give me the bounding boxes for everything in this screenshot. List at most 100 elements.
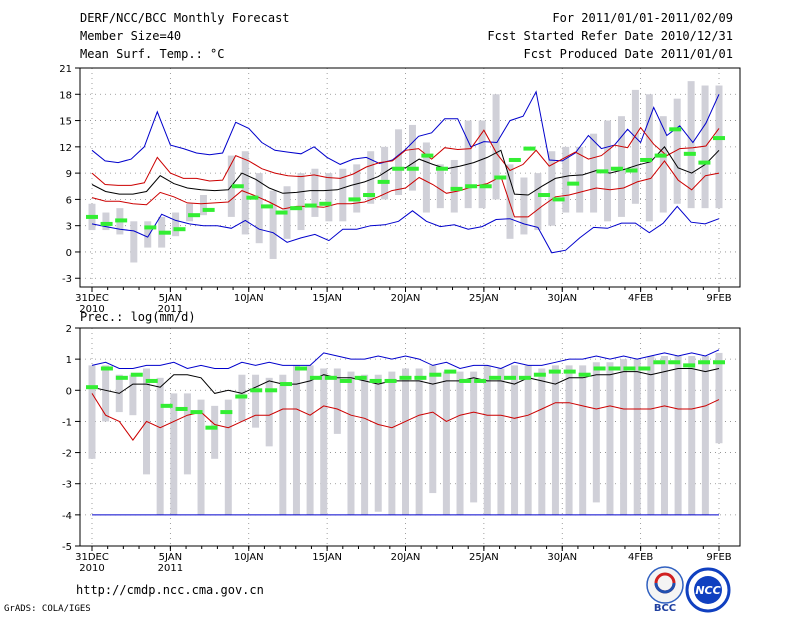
p1-median-mark xyxy=(518,375,531,380)
p0-tick-label-x: 5JAN xyxy=(159,293,182,304)
p1-tick-label-x: 5JAN xyxy=(159,552,182,563)
refer-date: Fcst Started Refer Date 2010/12/31 xyxy=(487,29,733,43)
p0-median-mark xyxy=(538,193,551,198)
p1-median-mark xyxy=(713,360,725,365)
p1-median-mark xyxy=(563,369,576,374)
p1-ensemble-box xyxy=(415,368,423,515)
p1-ensemble-box xyxy=(156,377,164,515)
p0-median-mark xyxy=(406,166,419,171)
p0-median-mark xyxy=(392,166,405,171)
p0-tick-label-y: 21 xyxy=(59,64,72,75)
p0-tick-label-y: 0 xyxy=(66,248,72,259)
p1-median-mark xyxy=(220,410,233,415)
p0-tick-label-y: 9 xyxy=(66,169,72,180)
p0-tick-label-y: 15 xyxy=(59,117,72,128)
p0-tick-label-y: 6 xyxy=(66,195,72,206)
p1-tick-label-y: 1 xyxy=(66,355,72,366)
grads-credit: GrADS: COLA/IGES xyxy=(4,604,91,614)
p0-median-mark xyxy=(304,203,317,208)
p1-median-mark xyxy=(160,403,173,408)
p1-median-mark xyxy=(295,366,307,371)
p0-median-mark xyxy=(246,195,259,200)
p1-plot-frame xyxy=(79,327,741,547)
p0-median-mark xyxy=(348,197,361,202)
chart-title: DERF/NCC/BCC Monthly Forecast xyxy=(80,11,290,25)
p1-median-mark xyxy=(489,375,502,380)
p1-tick-sublabel-x: 2010 xyxy=(79,563,104,574)
p1-median-mark xyxy=(86,385,98,390)
p0-ensemble-box xyxy=(436,164,444,209)
p0-tick-sublabel-x: 2010 xyxy=(79,304,104,315)
p0-median-mark xyxy=(115,218,128,223)
p1-median-mark xyxy=(683,363,696,368)
p0-median-mark xyxy=(625,168,638,173)
p1-ensemble-box xyxy=(102,365,110,422)
p1-ensemble-box xyxy=(660,356,668,515)
p0-ensemble-box xyxy=(659,116,667,213)
p0-median-mark xyxy=(363,193,376,198)
p0-ensemble-box xyxy=(269,190,277,259)
p0-median-mark xyxy=(654,153,667,158)
p1-ensemble-box xyxy=(456,371,464,515)
p0-median-mark xyxy=(552,197,565,202)
p1-ensemble-box xyxy=(633,359,641,515)
p0-ensemble-box xyxy=(311,168,319,217)
p0-median-mark xyxy=(377,179,390,184)
website-link[interactable]: http://cmdp.ncc.cma.gov.cn xyxy=(76,583,264,597)
p0-ensemble-box xyxy=(102,212,110,231)
p1-median-mark xyxy=(175,406,188,411)
p1-median-mark xyxy=(205,425,218,430)
p0-median-mark xyxy=(683,151,696,156)
p1-ensemble-box xyxy=(388,371,396,515)
p0-series-std-upper xyxy=(91,126,720,186)
p1-median-mark xyxy=(399,375,412,380)
p1-ensemble-box xyxy=(579,365,587,515)
p1-tick-label-y: 0 xyxy=(66,386,72,397)
p0-median-mark xyxy=(202,207,215,212)
p0-series-mean xyxy=(91,145,720,196)
p1-ensemble-box xyxy=(402,368,409,515)
p0-series-std-lower xyxy=(91,160,720,218)
p0-ensemble-box xyxy=(617,116,625,217)
p1-median-mark xyxy=(130,372,143,377)
p0-ensemble-box xyxy=(715,85,723,209)
p1-median-mark xyxy=(324,375,337,380)
p1-ensemble-box xyxy=(279,374,287,515)
p0-ensemble-box xyxy=(576,146,584,213)
p0-ensemble-box xyxy=(422,142,430,213)
p0-ensemble-box xyxy=(339,168,347,222)
p1-ensemble-box xyxy=(211,405,219,459)
p0-median-mark xyxy=(319,201,332,206)
p1-median-mark xyxy=(339,378,352,383)
p1-median-mark xyxy=(608,366,621,371)
p0-tick-label-y: 3 xyxy=(66,222,72,233)
p1-ensemble-box xyxy=(429,365,437,494)
p1-ensemble-box xyxy=(688,356,696,515)
p0-ensemble-box xyxy=(255,173,263,244)
p1-ensemble-box xyxy=(224,399,232,515)
p1-median-mark xyxy=(653,360,666,365)
p0-median-mark xyxy=(86,214,98,219)
p1-tick-label-x: 9FEB xyxy=(706,552,731,563)
p1-median-mark xyxy=(698,360,711,365)
p0-median-mark xyxy=(640,157,653,162)
p1-ensemble-box xyxy=(565,365,573,515)
p1-median-mark xyxy=(668,360,681,365)
p0-tick-label-x: 20JAN xyxy=(391,293,421,304)
p0-ensemble-box xyxy=(297,173,305,231)
p1-median-mark xyxy=(100,366,113,371)
p0-median-mark xyxy=(465,184,478,189)
p0-median-mark xyxy=(567,181,580,186)
p0-median-mark xyxy=(698,160,711,165)
p0-ensemble-box xyxy=(548,151,556,226)
p1-median-mark xyxy=(354,375,367,380)
p1-ensemble-box xyxy=(497,368,505,515)
p1-tick-label-x: 25JAN xyxy=(469,552,499,563)
precip-label: Prec.: log(mm/d) xyxy=(80,310,196,324)
p0-median-mark xyxy=(523,146,536,151)
p0-median-mark xyxy=(435,166,448,171)
p1-median-mark xyxy=(548,369,561,374)
p1-ensemble-box xyxy=(538,368,546,515)
p1-median-mark xyxy=(533,372,546,377)
p1-tick-label-x: 15JAN xyxy=(312,552,342,563)
